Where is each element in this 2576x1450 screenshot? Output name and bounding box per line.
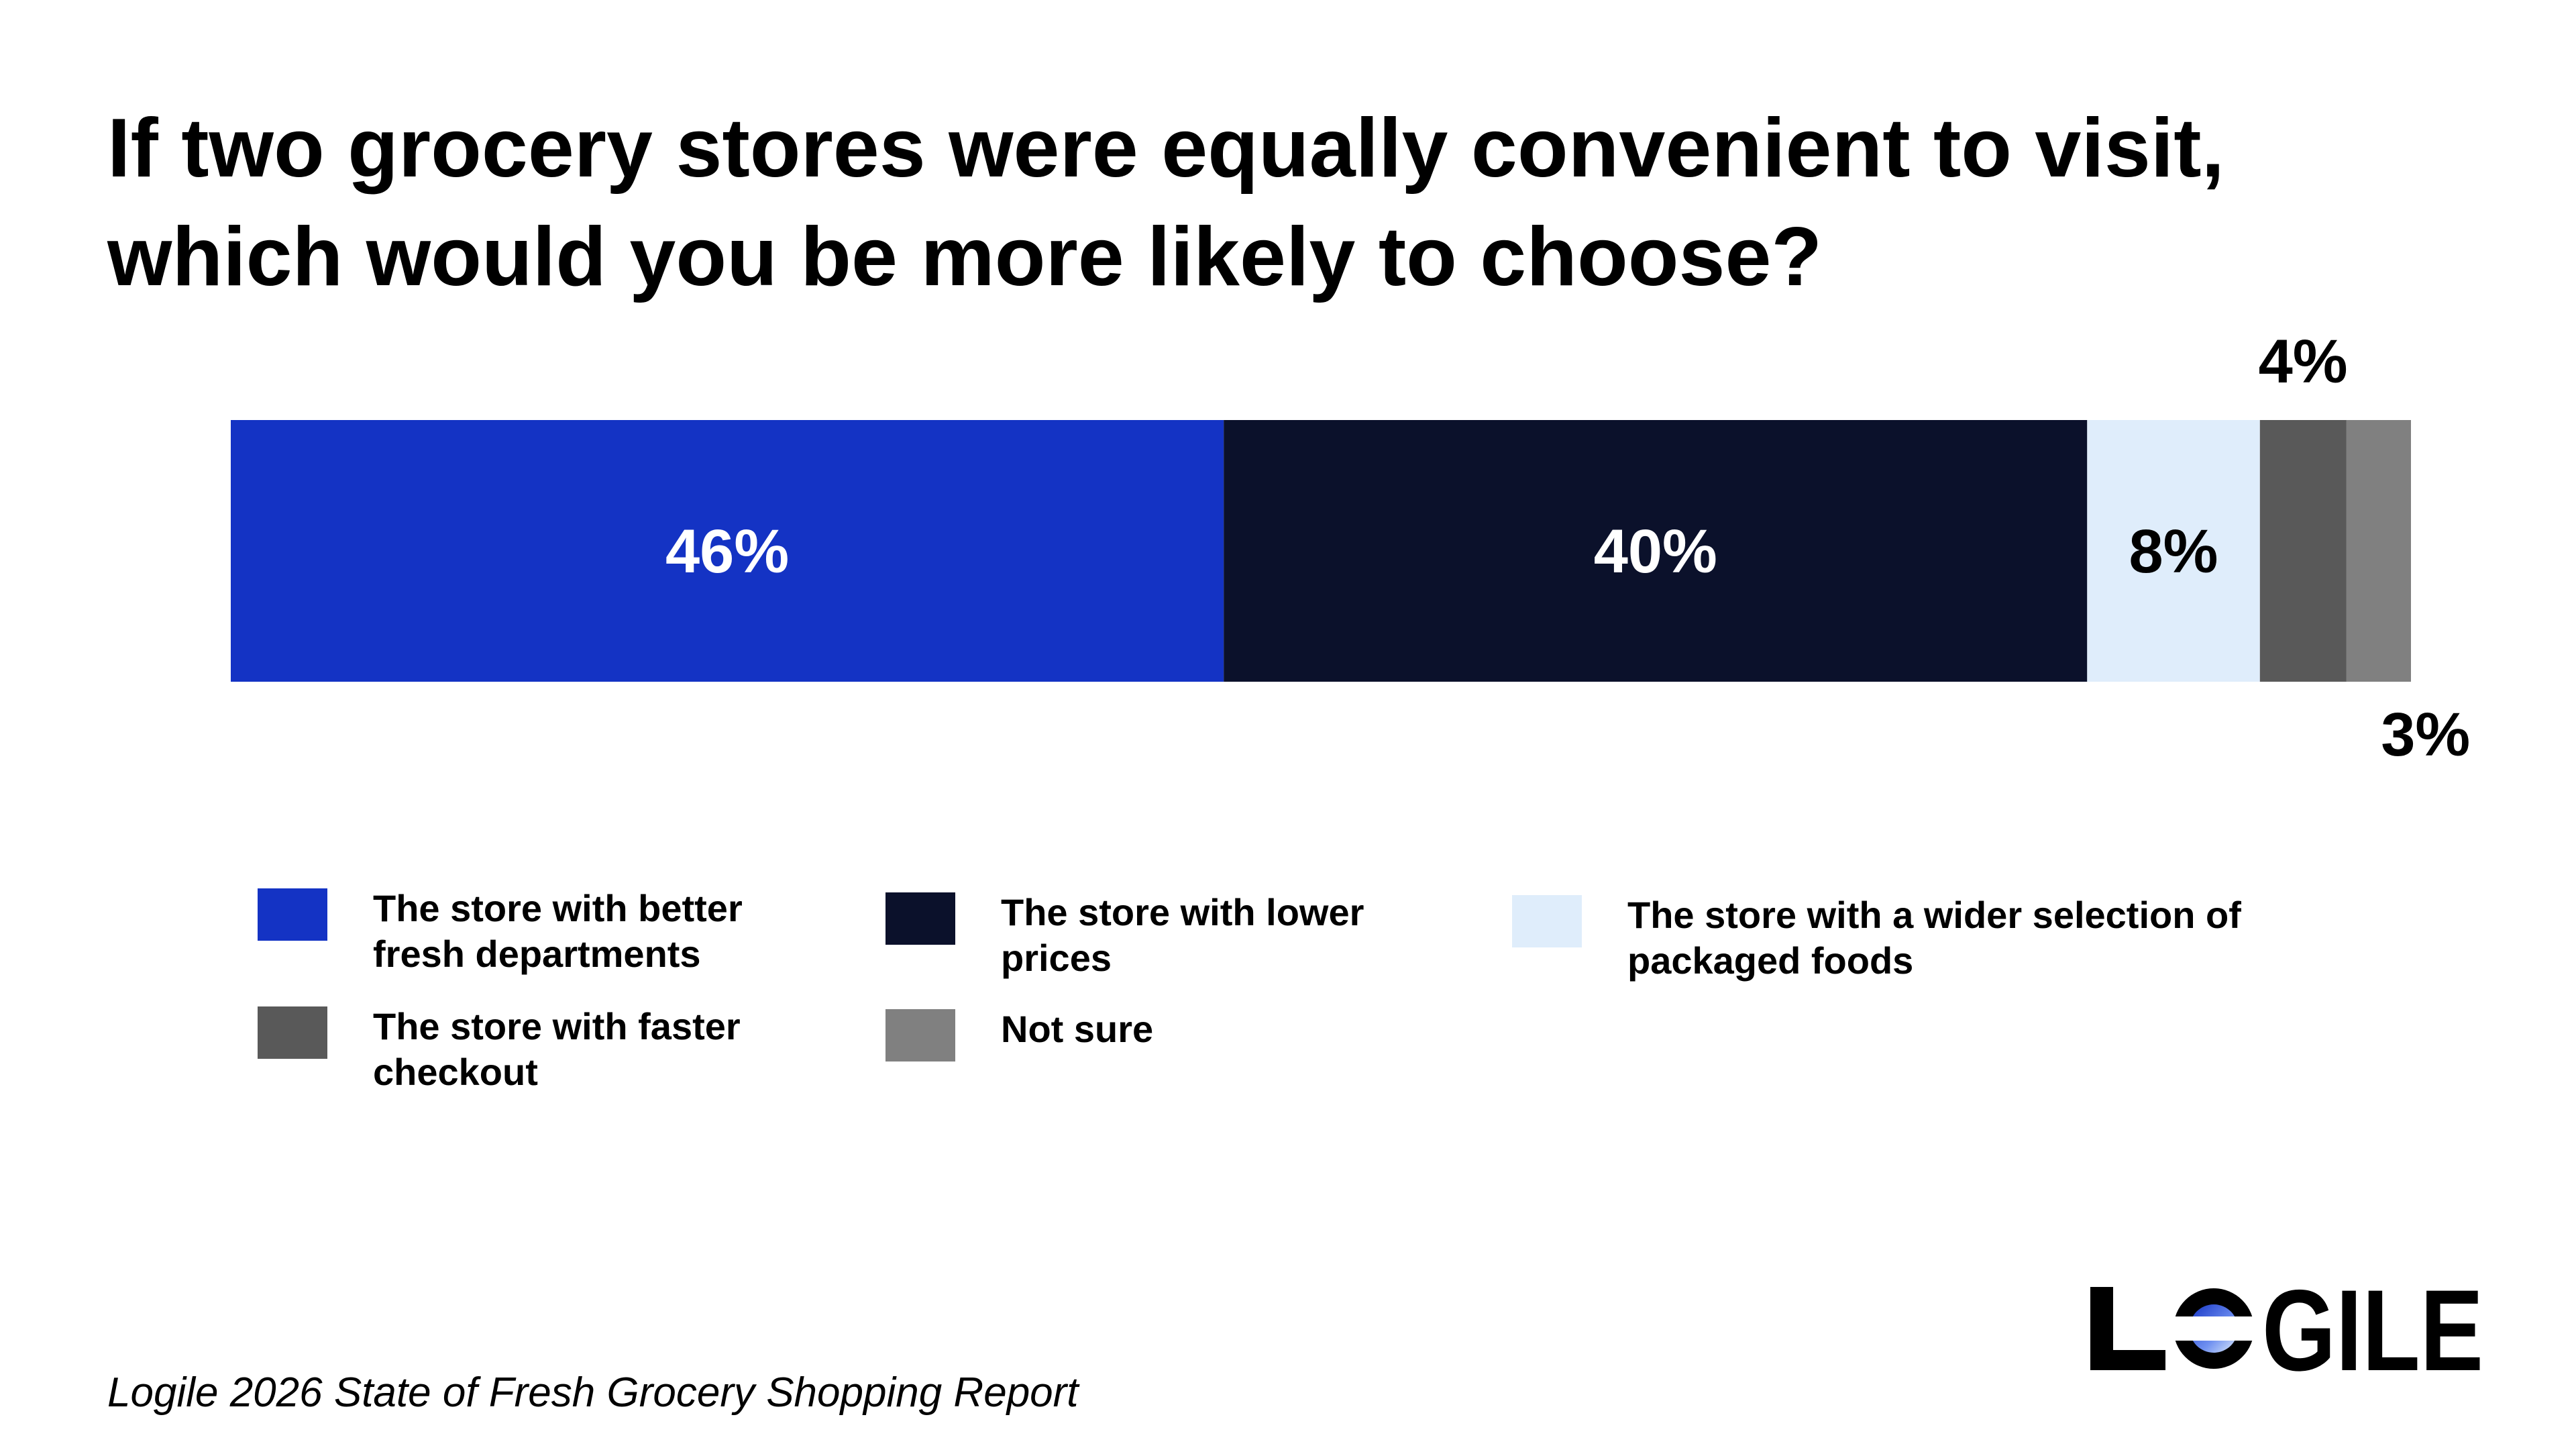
chart-title: If two grocery stores were equally conve…: [107, 102, 2225, 303]
legend-item-packaged: The store with a wider selection of pack…: [1512, 894, 2317, 984]
data-label-the-store-with-lower-prices: 40%: [1594, 517, 1717, 586]
stacked-bar-chart: 46% 40% 8% 4% 3%: [231, 327, 2470, 769]
source-note: Logile 2026 State of Fresh Grocery Shopp…: [107, 1369, 1079, 1416]
legend-item-prices: The store with lower prices: [885, 891, 1422, 981]
data-label-the-store-with-a-wider-selection-of-packaged-foods: 8%: [2129, 517, 2218, 586]
legend-swatch-checkout: [258, 1006, 327, 1059]
legend-label-checkout: The store with faster checkout: [373, 1005, 741, 1093]
legend-swatch-packaged: [1512, 895, 1582, 947]
logo-letter-l: [2090, 1287, 2165, 1370]
legend-item-fresh: The store with better fresh departments: [258, 887, 835, 977]
legend-swatch-prices: [885, 892, 955, 945]
data-label-the-store-with-better-fresh-departments: 46%: [665, 517, 789, 586]
legend-swatch-fresh: [258, 888, 327, 941]
bar-segment-the-store-with-better-fresh-departments: [231, 420, 1224, 682]
circle-logo-icon: [2174, 1288, 2254, 1369]
logo-wordmark: GILE: [2262, 1282, 2483, 1376]
legend-swatch-not-sure: [885, 1009, 955, 1061]
bar-segments: [231, 420, 2411, 682]
data-label-not-sure: 3%: [2381, 701, 2470, 769]
bar-segment-the-store-with-faster-checkout: [2259, 420, 2347, 682]
bar-segment-the-store-with-lower-prices: [1224, 420, 2088, 682]
legend-label-packaged: The store with a wider selection of pack…: [1627, 894, 2241, 982]
bar-segment-the-store-with-a-wider-selection-of-packaged-foods: [2087, 420, 2260, 682]
legend-item-not-sure: Not sure: [885, 1008, 1422, 1061]
data-label-the-store-with-faster-checkout: 4%: [2259, 327, 2348, 396]
legend-label-not-sure: Not sure: [1001, 1008, 1154, 1050]
legend-label-prices: The store with lower prices: [1001, 891, 1364, 979]
legend-label-fresh: The store with better fresh departments: [373, 887, 743, 975]
legend-item-checkout: The store with faster checkout: [258, 1005, 835, 1095]
bar-data-labels: 46% 40% 8% 4% 3%: [665, 327, 2470, 769]
logile-logo: GILE: [2090, 1282, 2483, 1376]
bar-segment-not-sure: [2346, 420, 2411, 682]
